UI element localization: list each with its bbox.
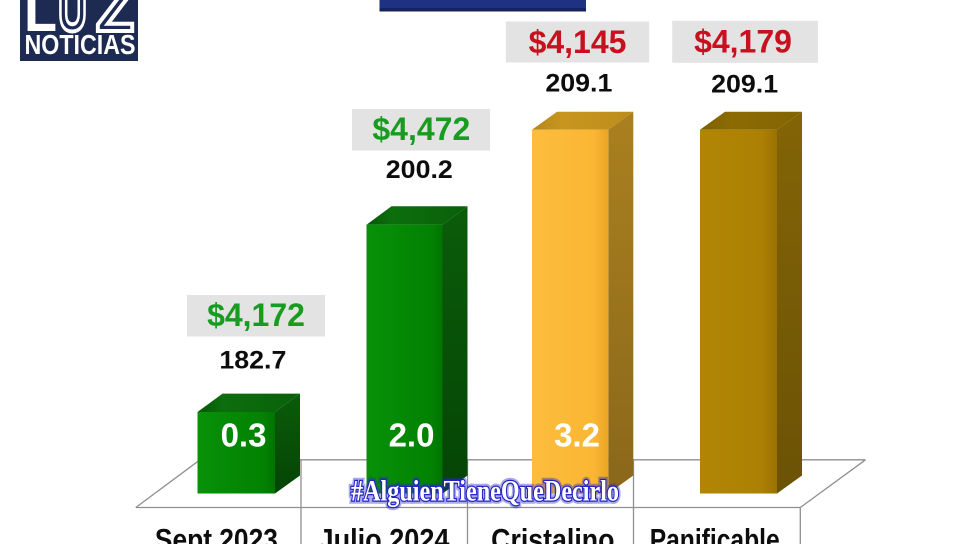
svg-text:$4,145: $4,145 <box>529 24 627 60</box>
svg-text:$4,472: $4,472 <box>372 111 470 147</box>
svg-text:$4,172: $4,172 <box>207 297 305 333</box>
svg-text:Panificable: Panificable <box>650 522 780 544</box>
svg-text:#AlguienTieneQueDecirlo: #AlguienTieneQueDecirlo <box>351 475 619 508</box>
svg-text:200.2: 200.2 <box>386 156 453 184</box>
svg-text:#AlguienTieneQueDecirlo: #AlguienTieneQueDecirlo <box>351 475 619 508</box>
svg-text:2.0: 2.0 <box>389 417 435 454</box>
svg-text:0.3: 0.3 <box>221 417 267 454</box>
svg-text:209.1: 209.1 <box>711 70 778 98</box>
svg-text:209.1: 209.1 <box>545 70 612 98</box>
svg-text:182.7: 182.7 <box>219 347 286 375</box>
svg-text:NOTICIAS: NOTICIAS <box>25 29 136 60</box>
svg-text:$4,179: $4,179 <box>694 23 792 59</box>
svg-text:Julio 2024: Julio 2024 <box>319 522 451 544</box>
svg-text:Cristalino: Cristalino <box>491 522 614 544</box>
svg-text:U: U <box>58 0 87 45</box>
svg-text:Sept 2023: Sept 2023 <box>155 522 278 544</box>
svg-text:Z: Z <box>96 0 134 45</box>
svg-text:L: L <box>24 0 57 45</box>
svg-text:3.2: 3.2 <box>554 417 600 454</box>
